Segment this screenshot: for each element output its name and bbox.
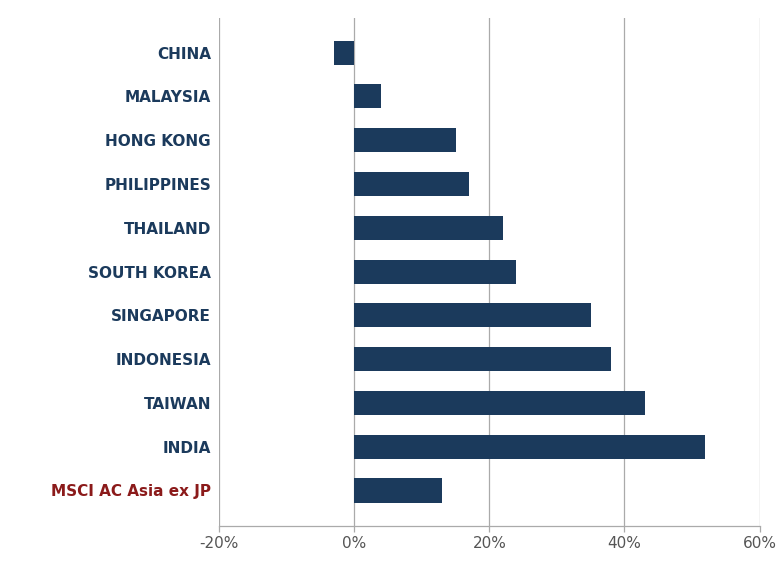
Bar [354, 478, 442, 502]
Bar [334, 41, 354, 65]
Bar [354, 128, 456, 152]
Bar [354, 347, 611, 371]
Bar [354, 172, 469, 196]
Bar [354, 434, 705, 458]
Bar [354, 85, 381, 109]
Bar [354, 215, 503, 240]
Bar [354, 259, 517, 284]
Bar [354, 391, 644, 415]
Bar [354, 303, 590, 328]
